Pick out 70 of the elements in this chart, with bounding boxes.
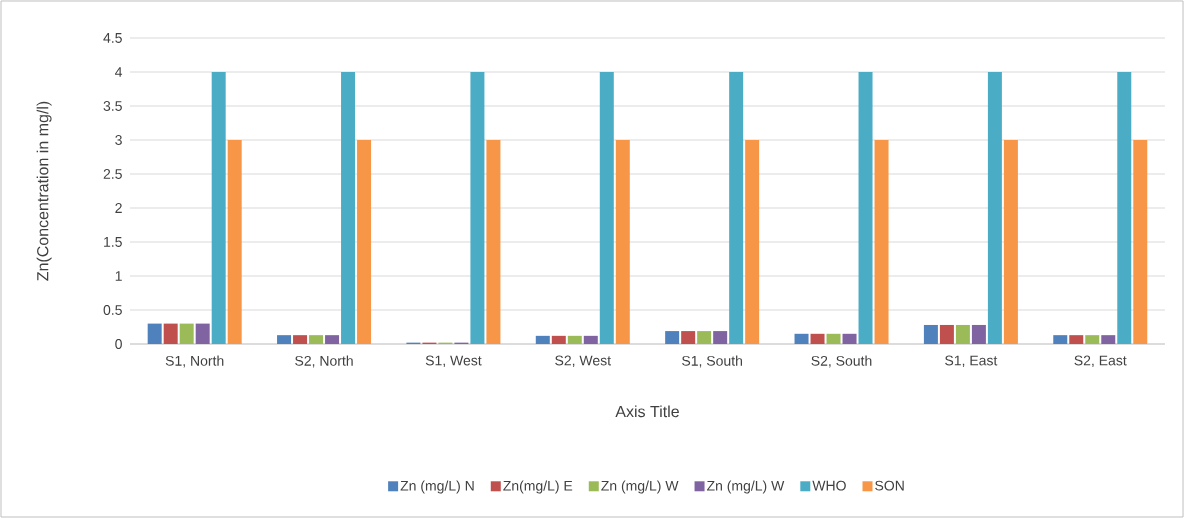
y-tick-label: 3: [115, 135, 122, 145]
bar: [195, 323, 210, 344]
x-axis-title: Axis Title: [615, 405, 679, 418]
bar: [551, 335, 566, 344]
bar: [535, 335, 550, 344]
bar: [211, 72, 226, 344]
bar: [745, 140, 760, 344]
y-tick-label: 1.5: [104, 237, 122, 247]
bar: [470, 72, 485, 344]
x-tick-label: S1, East: [945, 355, 998, 368]
bar: [1053, 335, 1068, 344]
x-tick-label: S1, North: [165, 355, 224, 368]
bar: [325, 335, 340, 344]
legend-label: Zn (mg/L) N: [400, 480, 474, 494]
bar: [599, 72, 614, 344]
bar: [729, 72, 744, 344]
bar: [567, 335, 582, 344]
legend-label: Zn (mg/L) W: [706, 480, 785, 494]
bar: [486, 140, 501, 344]
bar: [583, 335, 598, 344]
x-tick-label: S2, South: [811, 355, 872, 368]
bar: [1085, 335, 1100, 344]
bar: [713, 331, 728, 344]
bar: [681, 331, 696, 344]
bar: [923, 324, 938, 344]
bar: [1133, 140, 1148, 344]
y-tick-label: 2: [115, 203, 122, 213]
x-tick-label: S1, West: [425, 355, 482, 368]
y-tick-label: 4: [115, 67, 123, 77]
bar: [1101, 335, 1116, 344]
bar: [955, 324, 970, 344]
bar: [842, 333, 857, 344]
bar: [163, 323, 178, 344]
x-tick-label: S1, South: [682, 355, 742, 368]
bar: [277, 335, 292, 344]
bar: [987, 72, 1002, 344]
x-tick-label: S2, North: [295, 355, 353, 368]
bar: [665, 331, 680, 344]
x-tick-label: S2, West: [555, 355, 611, 368]
y-tick-label: 0.5: [103, 305, 122, 315]
bar: [341, 72, 356, 344]
bar: [697, 331, 712, 344]
x-tick-label: S2, East: [1074, 355, 1127, 368]
bar: [939, 324, 954, 344]
legend-label: SON: [875, 480, 904, 491]
legend-label: Zn (mg/L) W: [601, 480, 679, 494]
bar: [826, 333, 841, 344]
bar: [874, 140, 889, 344]
y-tick-label: 2.5: [103, 169, 122, 179]
bar: [971, 324, 986, 344]
bar: [1069, 335, 1084, 344]
y-tick-label: 0: [115, 339, 122, 349]
bar: [227, 140, 242, 344]
y-tick-label: 4.5: [103, 33, 122, 43]
y-axis-title: Zn(Concentration in mg/l): [36, 101, 52, 281]
bar: [1117, 72, 1132, 344]
legend-label: Zn(mg/L) E: [503, 480, 573, 494]
bar: [309, 335, 324, 344]
bar: [147, 323, 162, 344]
bar: [810, 333, 825, 344]
bar: [794, 333, 809, 344]
y-tick-label: 3.5: [103, 101, 122, 111]
bar: [1003, 140, 1018, 344]
bar: [179, 323, 194, 344]
bar: [615, 140, 630, 344]
y-tick-label: 1: [115, 271, 122, 281]
legend-label: WHO: [812, 480, 846, 491]
bar: [357, 140, 372, 344]
bar: [293, 335, 308, 344]
bar: [858, 72, 873, 344]
